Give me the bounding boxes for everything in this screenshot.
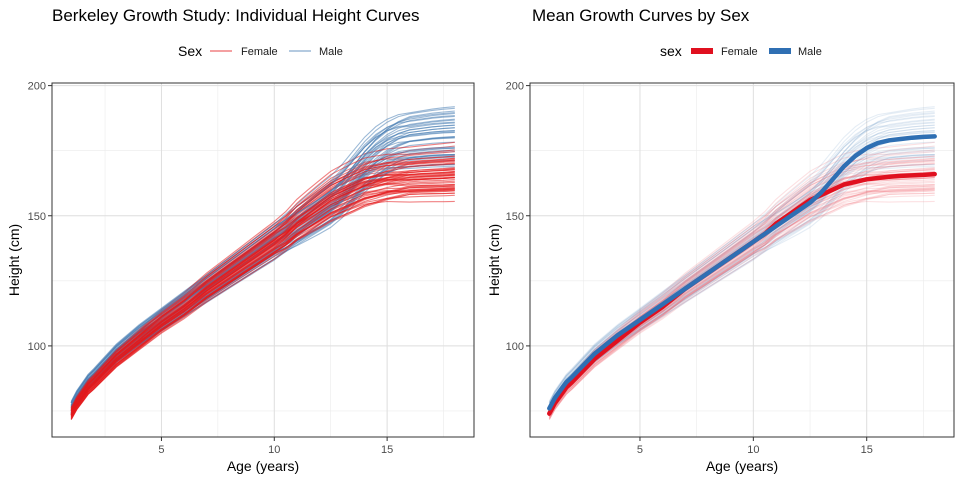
individual-curve-male xyxy=(548,112,935,405)
y-tick-label: 150 xyxy=(28,211,46,223)
axis-ticks: 5 10 15 100 150 200 xyxy=(506,81,873,456)
individual-curve-male xyxy=(548,119,935,407)
individual-curve-female xyxy=(548,188,935,420)
individual-curve-female xyxy=(70,172,455,411)
individual-curve-male xyxy=(548,107,935,402)
legend: sex Female Male xyxy=(660,43,822,59)
individual-curve-female xyxy=(548,194,935,420)
legend-key-male xyxy=(769,48,791,54)
individual-curve-female xyxy=(548,188,935,418)
individual-curve-male xyxy=(548,115,935,404)
individual-curve-female xyxy=(548,185,935,417)
legend: Sex Female Male xyxy=(178,43,343,59)
individual-curve-male xyxy=(548,118,935,406)
individual-curve-male xyxy=(548,166,935,415)
individual-curve-male xyxy=(548,121,935,403)
plot-border xyxy=(529,82,955,438)
individual-curve-female xyxy=(70,149,455,410)
individual-curve-female xyxy=(70,151,455,408)
individual-curve-female xyxy=(548,189,935,417)
individual-curve-female xyxy=(548,190,935,420)
legend-label-female: Female xyxy=(241,46,278,58)
individual-curve-male xyxy=(70,112,455,405)
x-tick-label: 15 xyxy=(861,444,873,456)
chart-panel-mean: Mean Growth Curves by Sex sex Female Mal… xyxy=(486,6,955,474)
y-tick-label: 100 xyxy=(28,341,46,353)
x-tick-label: 5 xyxy=(158,444,164,456)
individual-curve-female xyxy=(548,189,935,419)
individual-curve-male xyxy=(548,122,935,406)
x-tick-label: 10 xyxy=(747,444,759,456)
individual-curve-female xyxy=(548,192,935,418)
y-tick-label: 200 xyxy=(28,81,46,93)
individual-curve-female xyxy=(548,192,935,417)
individual-curve-female xyxy=(70,159,455,411)
individual-curve-female xyxy=(70,183,455,415)
individual-curve-male xyxy=(548,106,935,404)
legend-title: sex xyxy=(660,43,682,59)
y-tick-label: 200 xyxy=(506,81,524,93)
legend-key-female xyxy=(691,48,713,54)
individual-curve-male xyxy=(548,124,935,406)
axis-ticks: 5 10 15 100 150 200 xyxy=(28,81,394,456)
plot-border xyxy=(51,82,475,438)
mean-curve-male xyxy=(547,134,937,411)
individual-curve-female xyxy=(548,151,935,408)
chart-panel-individual: Berkeley Growth Study: Individual Height… xyxy=(6,6,475,474)
y-axis-title: Height (cm) xyxy=(486,224,502,296)
legend-label-male: Male xyxy=(798,46,822,58)
individual-curve-female xyxy=(70,194,455,420)
individual-curve-female xyxy=(548,188,935,418)
x-tick-label: 15 xyxy=(381,444,393,456)
x-axis-title: Age (years) xyxy=(227,458,299,474)
series-lines xyxy=(547,106,937,420)
individual-curve-male xyxy=(548,110,935,404)
x-axis-title: Age (years) xyxy=(706,458,778,474)
x-tick-label: 10 xyxy=(268,444,280,456)
individual-curve-female xyxy=(548,145,935,408)
y-axis-title: Height (cm) xyxy=(6,224,22,296)
grid-lines xyxy=(530,83,954,437)
individual-curve-female xyxy=(548,200,935,420)
y-tick-label: 150 xyxy=(506,211,524,223)
individual-curve-male xyxy=(548,115,935,404)
individual-curve-female xyxy=(548,187,935,420)
legend-label-female: Female xyxy=(721,46,758,58)
legend-label-male: Male xyxy=(319,46,343,58)
individual-curve-female xyxy=(70,185,455,417)
individual-curve-male xyxy=(548,112,935,403)
chart-title: Mean Growth Curves by Sex xyxy=(532,6,750,25)
x-tick-label: 5 xyxy=(637,444,643,456)
legend-title: Sex xyxy=(178,43,202,59)
individual-curve-female xyxy=(70,174,455,413)
series-lines xyxy=(70,106,455,420)
individual-curve-female xyxy=(548,141,935,408)
chart-title: Berkeley Growth Study: Individual Height… xyxy=(52,6,420,25)
individual-curve-female xyxy=(548,184,935,417)
y-tick-label: 100 xyxy=(506,341,524,353)
